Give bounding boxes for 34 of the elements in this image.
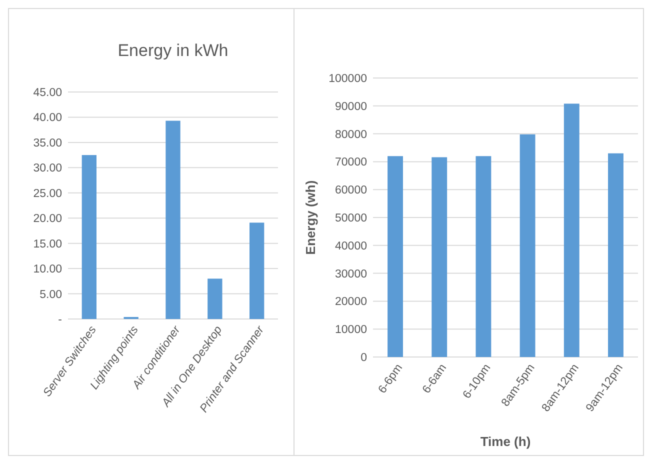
bar <box>208 278 222 319</box>
y-tick-label: 90000 <box>335 100 367 113</box>
chart-title: Energy in kWh <box>118 41 228 60</box>
y-tick-label: 10000 <box>335 324 367 336</box>
y-tick-label: 45.00 <box>33 87 62 100</box>
bar <box>608 153 624 357</box>
y-tick-label: 70000 <box>335 156 367 169</box>
bar <box>249 222 264 319</box>
y-tick-label: 100000 <box>328 73 367 86</box>
bar <box>520 134 536 357</box>
y-tick-label: 30000 <box>335 268 367 280</box>
y-tick-label: 40000 <box>335 240 367 252</box>
y-tick-label: 5.00 <box>40 288 62 301</box>
y-tick-label: - <box>58 314 62 326</box>
y-tick-label: 40.00 <box>33 112 62 124</box>
y-axis-title: Energy (wh) <box>303 180 318 255</box>
y-tick-label: 35.00 <box>33 137 62 150</box>
bar <box>82 155 97 319</box>
bar <box>388 156 403 357</box>
y-tick-label: 20000 <box>335 296 367 308</box>
y-tick-label: 10.00 <box>33 264 62 276</box>
x-axis-title: Time (h) <box>480 434 531 449</box>
bar <box>166 120 180 319</box>
y-tick-label: 80000 <box>335 128 367 141</box>
bar <box>564 104 580 357</box>
y-tick-label: 60000 <box>335 184 367 197</box>
y-tick-label: 25.00 <box>33 188 62 200</box>
y-tick-label: 30.00 <box>33 162 62 175</box>
y-tick-label: 15.00 <box>33 238 62 250</box>
bar <box>432 157 448 357</box>
y-tick-label: 20.00 <box>33 213 62 226</box>
bar <box>476 156 492 357</box>
y-tick-label: 0 <box>360 352 367 364</box>
y-tick-label: 50000 <box>335 212 367 225</box>
